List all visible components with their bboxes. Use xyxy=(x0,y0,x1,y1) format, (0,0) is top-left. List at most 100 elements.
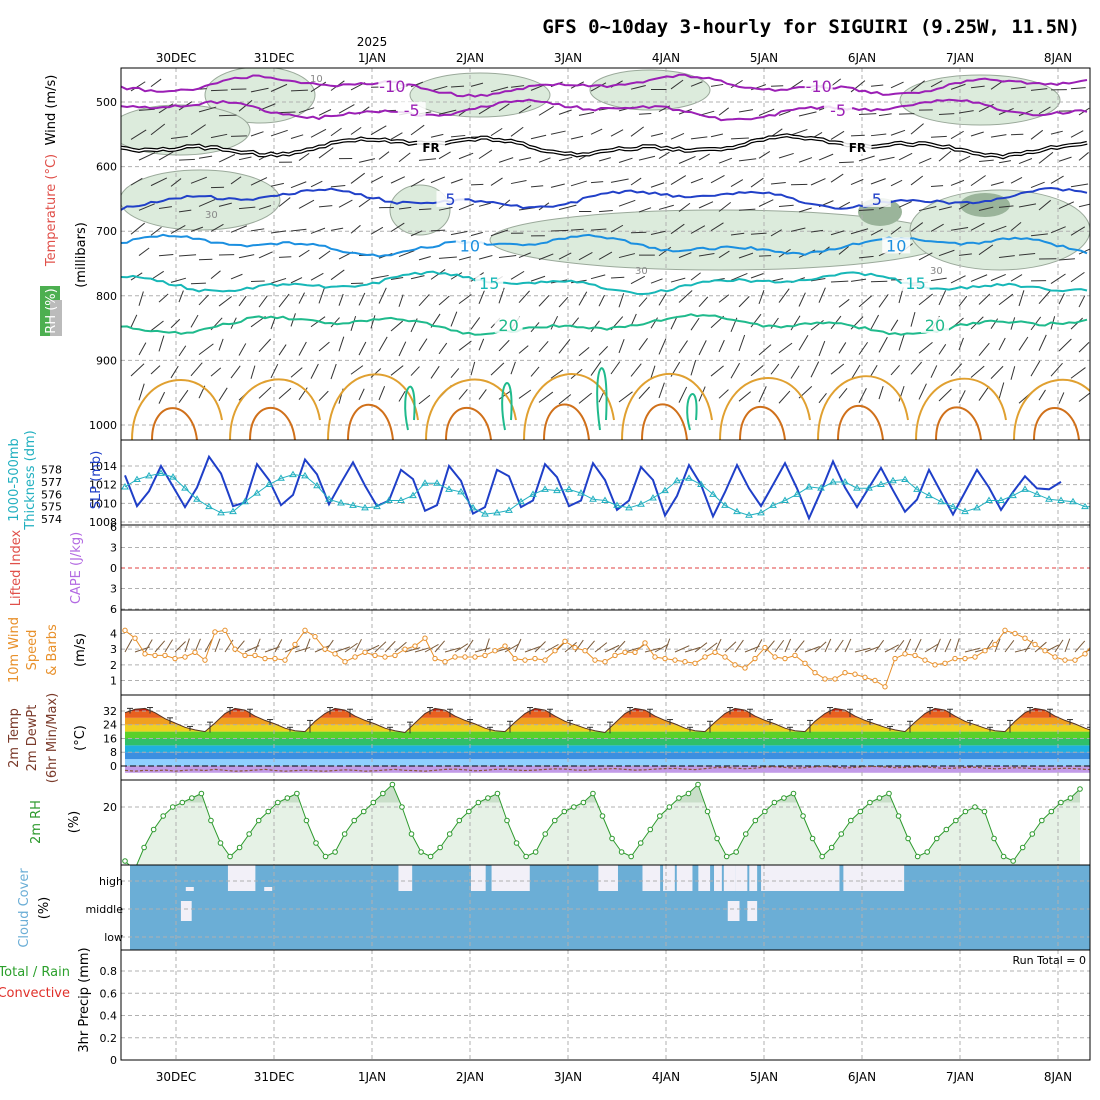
wind-barb xyxy=(394,641,407,653)
wind-barb xyxy=(1070,130,1084,138)
wind-barb xyxy=(630,313,637,327)
wind-speed-point xyxy=(672,657,678,663)
wind-barb xyxy=(1038,151,1054,164)
wind-speed-point xyxy=(832,676,838,682)
wind-barb xyxy=(918,205,937,212)
rh2m-units-label: (%) xyxy=(67,811,82,834)
wind-barb xyxy=(358,388,365,401)
wind-barb xyxy=(934,638,941,653)
thickness-tick-label: 578 xyxy=(41,464,62,477)
wind-barb xyxy=(358,158,376,163)
temp-tick-label: 0 xyxy=(110,760,117,773)
wind-barb xyxy=(610,361,621,375)
wind-barb xyxy=(1078,152,1089,161)
wind-barb xyxy=(514,638,522,653)
temperature-contour-label: 20 xyxy=(925,316,945,335)
rh-point xyxy=(332,849,338,855)
wind-barb xyxy=(158,335,165,352)
wind-barb xyxy=(258,205,272,210)
wind-barb xyxy=(770,277,784,282)
thickness-point xyxy=(493,508,501,516)
wind-barb xyxy=(898,113,915,115)
wind-barb xyxy=(450,134,466,138)
wind-speed-point xyxy=(842,669,848,676)
wind-barb xyxy=(970,274,988,282)
wind-barb xyxy=(644,647,661,653)
wind-speed-point xyxy=(822,676,828,682)
wind-barb xyxy=(678,340,688,354)
lifted-index-tick-label: 0 xyxy=(110,562,117,575)
wind-barb xyxy=(874,639,885,653)
wind-speed-point xyxy=(922,657,928,663)
thickness-point xyxy=(193,495,201,502)
wind-barb xyxy=(298,341,307,356)
wind-barb xyxy=(590,274,606,280)
panel-thick-content xyxy=(121,440,1090,525)
wind-barb xyxy=(618,253,636,259)
temperature-contour-label: -10 xyxy=(806,77,832,96)
wind-speed-point xyxy=(952,655,958,662)
top-date-label: 6JAN xyxy=(848,51,876,65)
rh-point xyxy=(580,799,587,806)
wind-barb xyxy=(238,343,247,356)
wind-barb xyxy=(518,290,530,303)
wind-speed-point xyxy=(512,655,518,662)
wind-barb xyxy=(918,252,933,261)
thickness-point xyxy=(997,496,1005,504)
wind-barb xyxy=(590,181,604,184)
wind-barb xyxy=(490,177,503,186)
wind-barb xyxy=(298,152,310,161)
wind-barb xyxy=(490,86,509,93)
wind-barb xyxy=(190,124,206,135)
wind-speed-point xyxy=(182,654,188,660)
wind-barb xyxy=(778,342,793,354)
wind-barb xyxy=(998,160,1012,164)
wind-barb xyxy=(718,107,730,116)
wind-speed-point xyxy=(522,657,528,663)
precip-tick-label: 0.4 xyxy=(100,1010,118,1023)
wind-barb xyxy=(850,134,865,137)
wind-barb xyxy=(1050,226,1066,234)
temperature-band xyxy=(125,738,1090,746)
wind-barb xyxy=(850,228,869,235)
wind-barb xyxy=(270,129,288,137)
panel-cloud-content xyxy=(121,865,1090,950)
wind-barb xyxy=(718,201,732,212)
wind-barb xyxy=(314,645,330,653)
wind-speed-point xyxy=(872,677,878,684)
top-date-label: 3JAN xyxy=(554,51,582,65)
panel-wind-frame xyxy=(120,609,1091,696)
wind-barb xyxy=(304,638,311,653)
wind-barb xyxy=(904,638,912,653)
wind-speed-point xyxy=(562,638,568,645)
wind-barb xyxy=(938,290,947,306)
thickness-point xyxy=(529,490,537,497)
wind-barb xyxy=(550,369,564,379)
wind-barb xyxy=(574,639,584,653)
wind-barb xyxy=(858,155,875,162)
contour-label-bg xyxy=(494,316,523,333)
contour-label-bg xyxy=(455,237,484,254)
wind-barb xyxy=(438,151,451,160)
wind-barb xyxy=(218,114,237,117)
wind-barb xyxy=(250,131,264,137)
wind-barb xyxy=(1030,360,1041,377)
wind-barb xyxy=(570,228,584,231)
wind-speed-point xyxy=(492,648,498,654)
wind-barb xyxy=(350,126,362,135)
rh-point xyxy=(1039,817,1045,824)
wind-barb xyxy=(870,280,888,283)
wind-barb xyxy=(870,228,883,236)
wind-barb xyxy=(1038,199,1052,211)
thickness-axis-label-2: Thickness (dm) xyxy=(23,430,38,530)
wind-barb xyxy=(224,639,234,653)
wind-barb xyxy=(998,205,1014,208)
wind-barb xyxy=(238,254,255,259)
rh-point xyxy=(657,813,663,819)
wind-barb xyxy=(490,229,509,237)
rh-shading xyxy=(204,68,316,124)
rh-point xyxy=(380,790,386,797)
wind-barb xyxy=(618,339,625,354)
wind-speed-point xyxy=(632,649,638,655)
temperature-contour-label: -5 xyxy=(404,101,420,120)
